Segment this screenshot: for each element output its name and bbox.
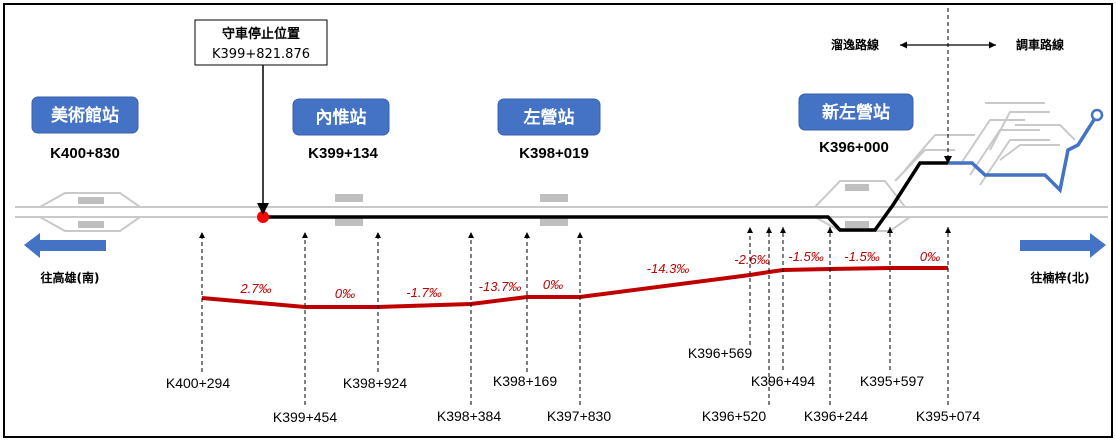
- chainage-label: K399+454: [273, 409, 337, 425]
- station-zuoying: 左營站 K398+019: [497, 98, 601, 162]
- station-name: 新左營站: [822, 102, 890, 123]
- south-direction: 往高雄(南): [24, 233, 106, 285]
- platforms: [78, 184, 869, 228]
- gradient-label: -13.7‰: [479, 279, 522, 294]
- south-arrow-icon: [24, 233, 106, 258]
- gradient-label: -1.5‰: [844, 249, 879, 264]
- gradient-label: -1.7‰: [406, 285, 441, 300]
- gradient-label: 0‰: [920, 249, 940, 264]
- gradient-label: -1.5‰: [788, 249, 823, 264]
- north-direction: 往楠梓(北): [1020, 233, 1106, 285]
- chainage-label: K398+169: [493, 373, 557, 389]
- gradient-label: 0‰: [543, 277, 563, 292]
- chainage-label: K396+244: [804, 408, 868, 424]
- stop-callout-box: [194, 19, 328, 66]
- station-xinzuoying: 新左營站 K396+000: [798, 93, 914, 156]
- chainage-labels: K400+294 K399+454 K398+924 K398+384 K398…: [166, 345, 980, 425]
- station-km: K398+019: [519, 145, 589, 162]
- gradient-profile-line: [201, 266, 948, 309]
- gradient-labels: 2.7‰ 0‰ -1.7‰ -13.7‰ 0‰ -14.3‰ -2.6‰ -1.…: [239, 249, 940, 301]
- south-direction-label: 往高雄(南): [41, 270, 100, 285]
- station-km: K400+830: [50, 145, 120, 162]
- shunting-route-label: 調車路線: [1016, 37, 1064, 52]
- gradient-label: -2.6‰: [734, 252, 769, 267]
- chainage-label: K398+924: [343, 375, 407, 391]
- gradient-label: -14.3‰: [647, 261, 690, 276]
- runaway-path: [263, 161, 948, 232]
- station-name: 內惟站: [316, 107, 367, 128]
- main-tracks: [15, 102, 1108, 232]
- runaway-route-label: 溜逸路線: [831, 37, 879, 52]
- station-neiwei: 內惟站 K399+134: [292, 98, 390, 162]
- chainage-label: K395+074: [916, 408, 980, 424]
- station-name: 美術館站: [51, 105, 119, 126]
- stop-label: 守車停止位置: [222, 26, 300, 42]
- gradient-label: 2.7‰: [239, 281, 271, 296]
- diagram-frame: [3, 3, 1113, 438]
- chainage-label: K396+520: [702, 408, 766, 424]
- north-direction-label: 往楠梓(北): [1031, 270, 1090, 285]
- shunting-path: [948, 114, 1099, 194]
- station-km: K396+000: [819, 139, 889, 156]
- station-name: 左營站: [524, 107, 575, 128]
- chainage-label: K398+384: [437, 408, 501, 424]
- station-museum: 美術館站 K400+830: [31, 96, 139, 162]
- shunting-endpoint-marker: [1090, 108, 1104, 122]
- stop-km: K399+821.876: [212, 47, 310, 62]
- chainage-label: K395+597: [860, 373, 924, 389]
- chainage-markers: [199, 227, 951, 405]
- chainage-label: K400+294: [166, 375, 230, 391]
- north-arrow-icon: [1020, 233, 1106, 258]
- stop-point-marker: [257, 211, 269, 223]
- chainage-label: K397+830: [547, 408, 611, 424]
- chainage-label: K396+569: [688, 345, 752, 361]
- gradient-label: 0‰: [335, 286, 355, 301]
- station-km: K399+134: [308, 145, 378, 162]
- chainage-label: K396+494: [751, 373, 815, 389]
